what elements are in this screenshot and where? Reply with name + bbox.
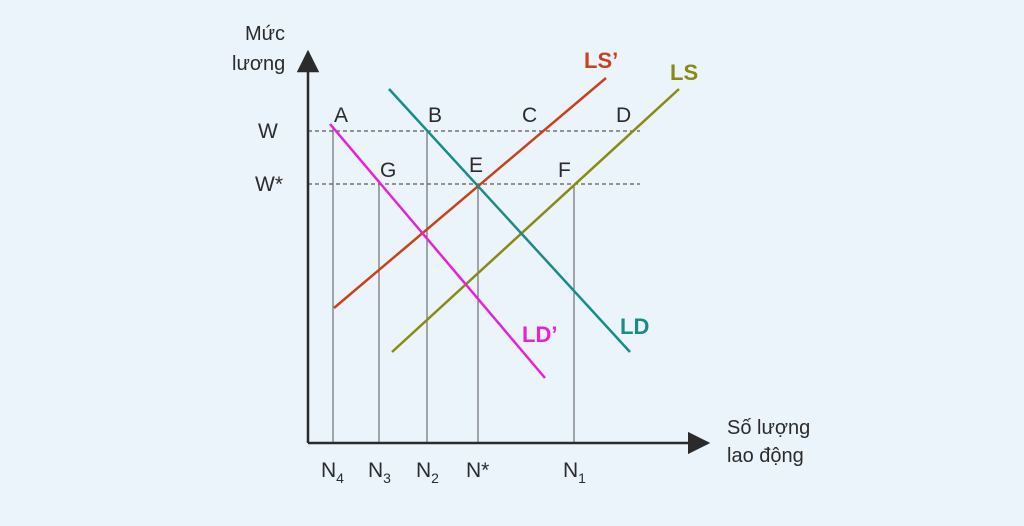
point-label-g: G	[380, 159, 396, 182]
curve-label-ld: LD	[620, 314, 649, 339]
ls-prime-curve	[333, 77, 607, 309]
y-axis-title-line2: lương	[232, 53, 285, 75]
quantity-label-n2: N2	[416, 459, 439, 486]
curve-label-ls-prime: LS’	[584, 48, 618, 73]
wage-label-wstar: W*	[255, 173, 283, 196]
point-label-d: D	[616, 104, 631, 127]
point-label-b: B	[428, 104, 442, 127]
curve-label-ld-prime: LD’	[522, 322, 557, 347]
wage-label-w: W	[258, 120, 278, 143]
point-label-c: C	[522, 104, 537, 127]
point-label-e: E	[469, 154, 483, 177]
x-axis-title-line2: lao động	[727, 445, 804, 467]
ld-curve	[388, 88, 631, 353]
point-label-f: F	[558, 159, 571, 182]
quantity-label-n1: N1	[563, 459, 586, 486]
quantity-label-nstar: N*	[466, 459, 489, 482]
y-axis-title-line1: Mức	[245, 23, 285, 45]
ls-curve	[391, 88, 680, 353]
curve-label-ls: LS	[670, 60, 698, 85]
quantity-label-n3: N3	[368, 459, 391, 486]
point-label-a: A	[334, 104, 348, 127]
quantity-label-n4: N4	[321, 459, 344, 486]
ld-prime-curve	[329, 123, 546, 379]
x-axis-title-line1: Số lượng	[727, 417, 810, 439]
